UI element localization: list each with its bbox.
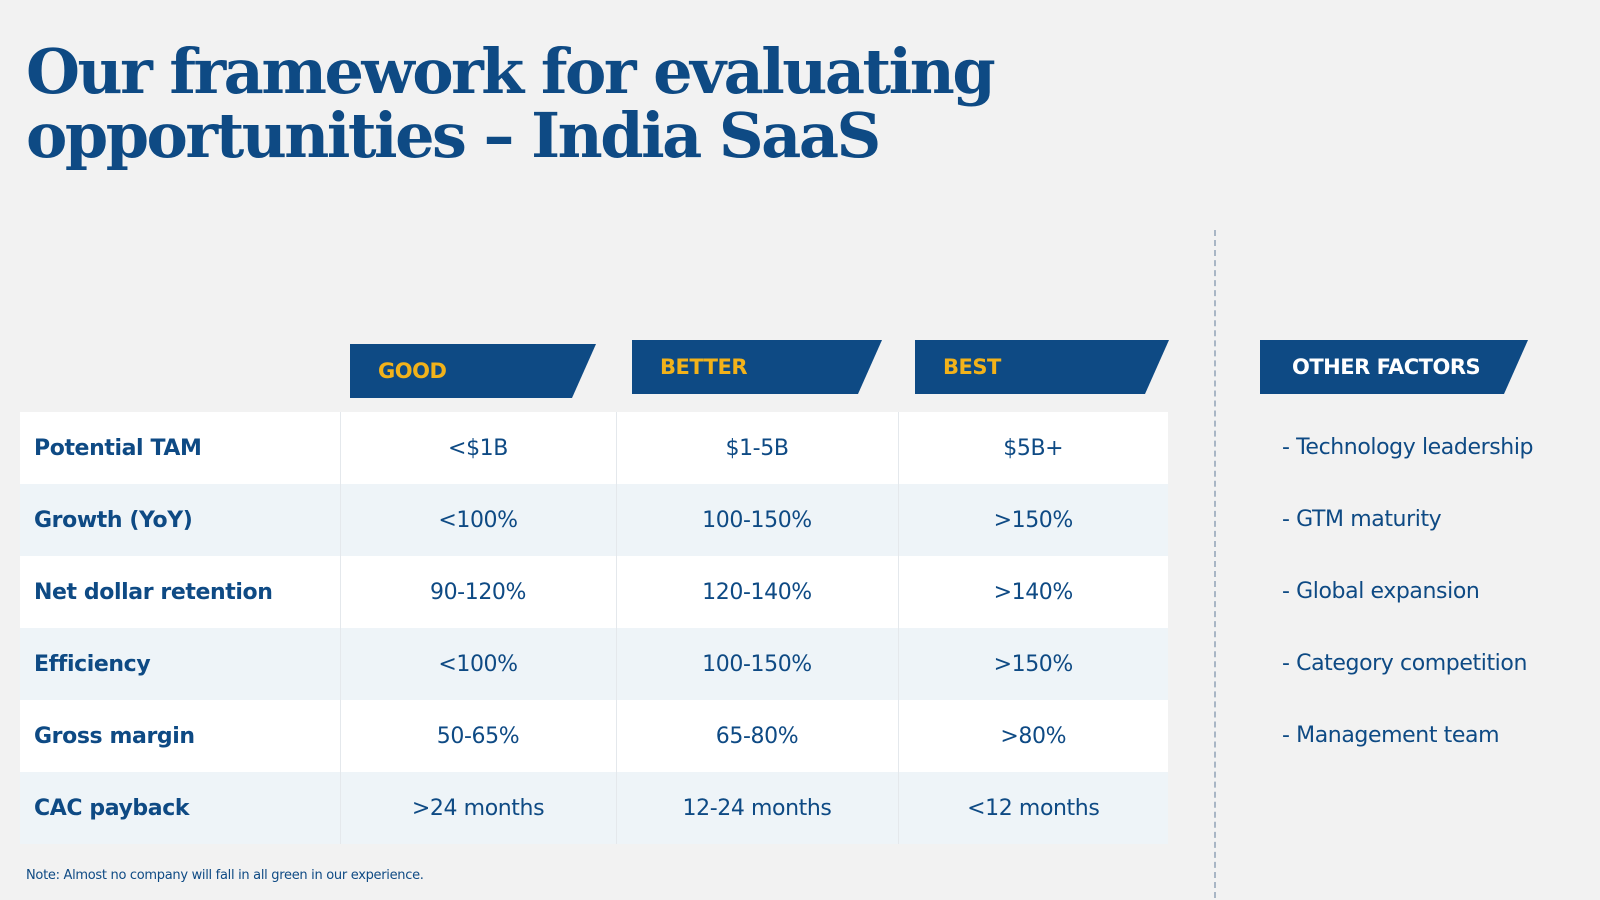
good-value: <$1B [339,412,616,484]
tier-header-best: BEST [915,340,1169,394]
best-value: >150% [897,628,1168,700]
other-factor-item: - Global expansion [1282,579,1480,604]
better-value: 120-140% [615,556,898,628]
criterion-label: Potential TAM [20,412,340,484]
best-value: $5B+ [897,412,1168,484]
better-value: 100-150% [615,628,898,700]
good-value: >24 months [339,772,616,844]
other-factor-item: - Category competition [1282,651,1527,676]
table-row: Net dollar retention 90-120% 120-140% >1… [20,556,1168,628]
criterion-label: Growth (YoY) [20,484,340,556]
tier-header-good: GOOD [350,344,596,398]
table-row: Efficiency <100% 100-150% >150% [20,628,1168,700]
good-value: <100% [339,484,616,556]
other-factor-item: - Management team [1282,723,1500,748]
criteria-table: Potential TAM <$1B $1-5B $5B+ Growth (Yo… [20,412,1168,844]
criterion-label: Net dollar retention [20,556,340,628]
better-value: 65-80% [615,700,898,772]
better-value: 100-150% [615,484,898,556]
page-title: Our framework for evaluating opportuniti… [26,35,996,172]
criterion-label: Gross margin [20,700,340,772]
best-value: <12 months [897,772,1168,844]
best-value: >150% [897,484,1168,556]
table-row: Potential TAM <$1B $1-5B $5B+ [20,412,1168,484]
table-row: CAC payback >24 months 12-24 months <12 … [20,772,1168,844]
tier-header-better: BETTER [632,340,882,394]
best-value: >80% [897,700,1168,772]
section-divider [1214,230,1216,898]
page-title-line-2: opportunities – India SaaS [26,99,881,172]
footnote: Note: Almost no company will fall in all… [26,868,424,883]
other-factors-header: OTHER FACTORS [1260,340,1528,394]
other-factors-list: - Technology leadership - GTM maturity -… [1282,412,1534,772]
better-value: $1-5B [615,412,898,484]
criterion-label: CAC payback [20,772,340,844]
criterion-label: Efficiency [20,628,340,700]
other-factor-item: - Technology leadership [1282,435,1534,460]
good-value: 50-65% [339,700,616,772]
table-row: Growth (YoY) <100% 100-150% >150% [20,484,1168,556]
good-value: <100% [339,628,616,700]
best-value: >140% [897,556,1168,628]
better-value: 12-24 months [615,772,898,844]
good-value: 90-120% [339,556,616,628]
page-title-line-1: Our framework for evaluating [26,35,996,108]
other-factor-item: - GTM maturity [1282,507,1442,532]
table-row: Gross margin 50-65% 65-80% >80% [20,700,1168,772]
